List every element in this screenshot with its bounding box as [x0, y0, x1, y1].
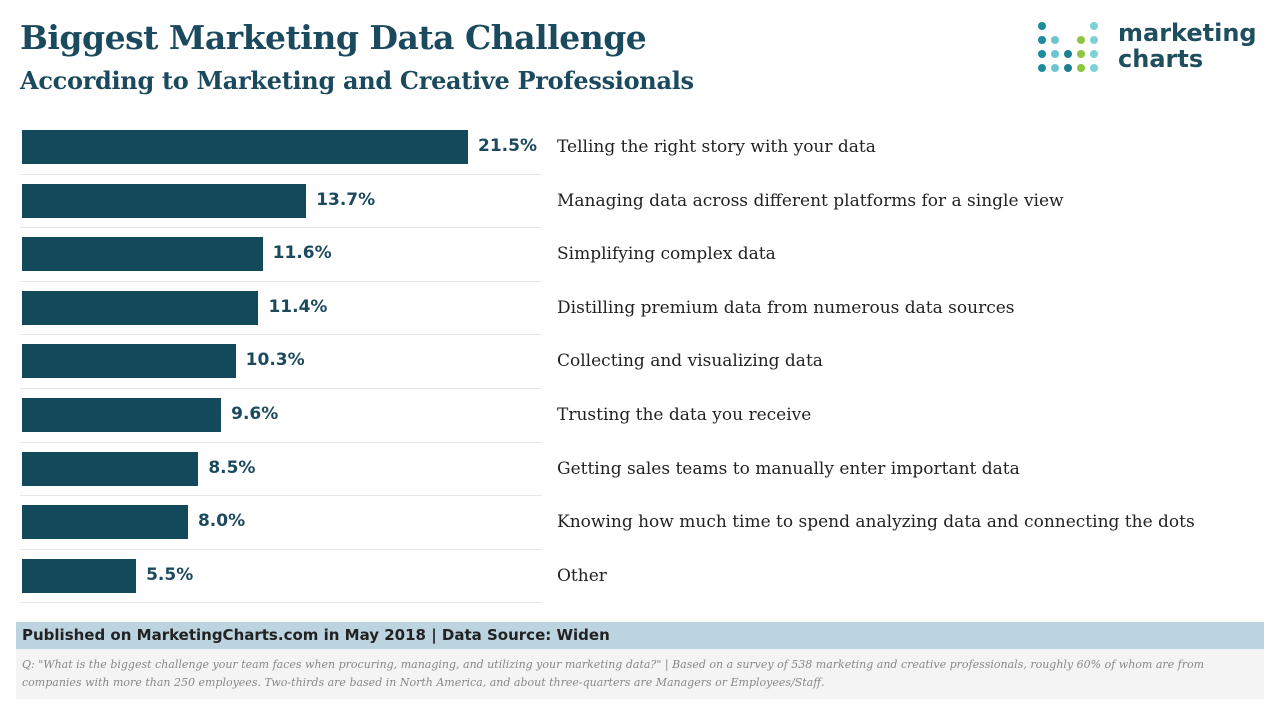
bar-value-label: 11.4% — [268, 296, 328, 317]
logo-dot — [1051, 36, 1059, 44]
bar — [22, 451, 199, 486]
bar-value-label: 10.3% — [245, 350, 305, 371]
marketingcharts-logo: marketing charts — [1038, 18, 1268, 82]
bar-row: 5.5% — [20, 549, 542, 604]
category-label: Managing data across different platforms… — [557, 190, 1064, 211]
category-label: Knowing how much time to spend analyzing… — [557, 512, 1195, 533]
category-label: Getting sales teams to manually enter im… — [557, 458, 1020, 479]
logo-dot — [1038, 22, 1046, 30]
chart-subtitle: According to Marketing and Creative Prof… — [20, 66, 694, 95]
logo-dot — [1038, 36, 1046, 44]
logo-dot — [1038, 64, 1046, 72]
logo-dot — [1038, 50, 1046, 58]
bar — [22, 558, 137, 593]
bar — [22, 130, 468, 164]
category-label: Simplifying complex data — [557, 244, 776, 265]
bar-row: 10.3% — [20, 334, 542, 389]
bar-row: 11.4% — [20, 281, 542, 336]
survey-note: Q: "What is the biggest challenge your t… — [16, 649, 1264, 699]
logo-dot — [1051, 50, 1059, 58]
logo-dot — [1090, 50, 1098, 58]
logo-dot — [1090, 64, 1098, 72]
logo-line1: marketing — [1118, 19, 1257, 47]
logo-dot — [1051, 64, 1059, 72]
bar-row: 11.6% — [20, 227, 542, 282]
bar — [22, 505, 188, 540]
logo-dot — [1090, 22, 1098, 30]
category-label: Distilling premium data from numerous da… — [557, 297, 1015, 318]
bar-row: 8.5% — [20, 442, 542, 497]
bar-row: 21.5% — [20, 120, 542, 175]
logo-dot — [1077, 50, 1085, 58]
bar — [22, 290, 259, 325]
bar-value-label: 11.6% — [272, 243, 332, 264]
bar-value-label: 21.5% — [478, 136, 537, 156]
bar-value-label: 13.7% — [316, 189, 376, 210]
bar-row: 8.0% — [20, 495, 542, 550]
category-label: Other — [557, 565, 607, 586]
bar-chart: 21.5% Telling the right story with your d… — [0, 120, 1280, 610]
bar-value-label: 5.5% — [146, 564, 194, 585]
bar — [22, 398, 222, 432]
bar — [22, 183, 307, 218]
logo-dot — [1090, 36, 1098, 44]
logo-dot — [1077, 64, 1085, 72]
logo-dot — [1064, 64, 1072, 72]
chart-title: Biggest Marketing Data Challenge — [20, 18, 647, 57]
logo-dot — [1077, 36, 1085, 44]
bar-value-label: 8.5% — [208, 457, 256, 478]
bar — [22, 237, 263, 272]
logo-dot — [1064, 50, 1072, 58]
bar-value-label: 9.6% — [231, 404, 279, 424]
category-label: Telling the right story with your data — [557, 137, 876, 157]
category-label: Collecting and visualizing data — [557, 351, 823, 372]
bar-row: 9.6% — [20, 388, 542, 443]
bar — [22, 344, 236, 379]
category-label: Trusting the data you receive — [557, 405, 812, 425]
published-source: Published on MarketingCharts.com in May … — [16, 622, 1264, 649]
bar-row: 13.7% — [20, 174, 542, 229]
logo-line2: charts — [1118, 45, 1204, 73]
bar-value-label: 8.0% — [197, 511, 246, 532]
